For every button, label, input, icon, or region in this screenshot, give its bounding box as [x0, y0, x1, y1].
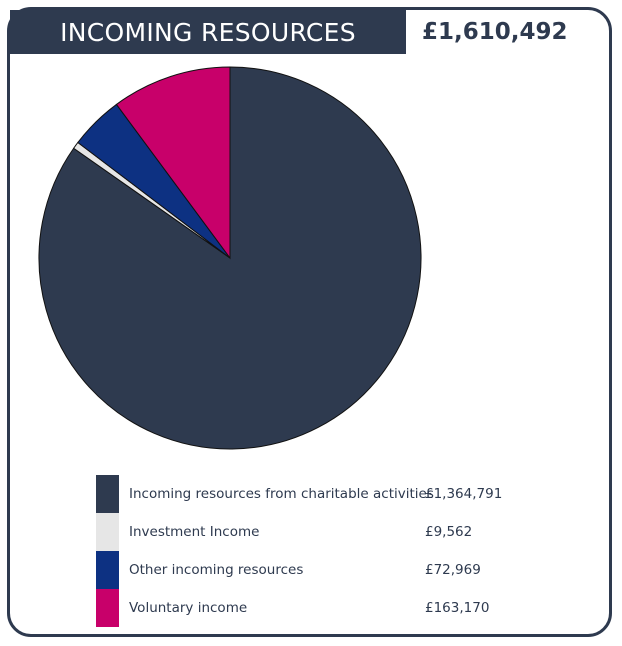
legend-value: £72,969: [425, 562, 481, 578]
legend-value: £1,364,791: [425, 486, 503, 502]
chart-title: INCOMING RESOURCES: [10, 10, 406, 54]
legend-label: Incoming resources from charitable activ…: [129, 486, 434, 502]
legend-label: Voluntary income: [129, 600, 248, 616]
legend-label: Other incoming resources: [129, 562, 304, 578]
legend-item-charitable-activities: Incoming resources from charitable activ…: [96, 475, 502, 513]
legend-label: Investment Income: [129, 524, 260, 540]
legend-swatch-other-incoming: [96, 551, 119, 589]
total-amount: £1,610,492: [422, 19, 568, 45]
legend-swatch-charitable-activities: [96, 475, 119, 513]
pie-chart: [38, 66, 422, 450]
legend-value: £163,170: [425, 600, 490, 616]
legend-swatch-voluntary-income: [96, 589, 119, 627]
legend-item-investment-income: Investment Income £9,562: [96, 513, 502, 551]
legend-swatch-investment-income: [96, 513, 119, 551]
chart-card: INCOMING RESOURCES £1,610,492 Incoming r…: [7, 7, 612, 637]
legend-value: £9,562: [425, 524, 473, 540]
legend-item-voluntary-income: Voluntary income £163,170: [96, 589, 502, 627]
legend: Incoming resources from charitable activ…: [96, 475, 502, 627]
pie-slice-charitable-activities: [38, 66, 422, 450]
pie-slice-voluntary-income: [115, 66, 231, 260]
legend-item-other-incoming: Other incoming resources £72,969: [96, 551, 502, 589]
